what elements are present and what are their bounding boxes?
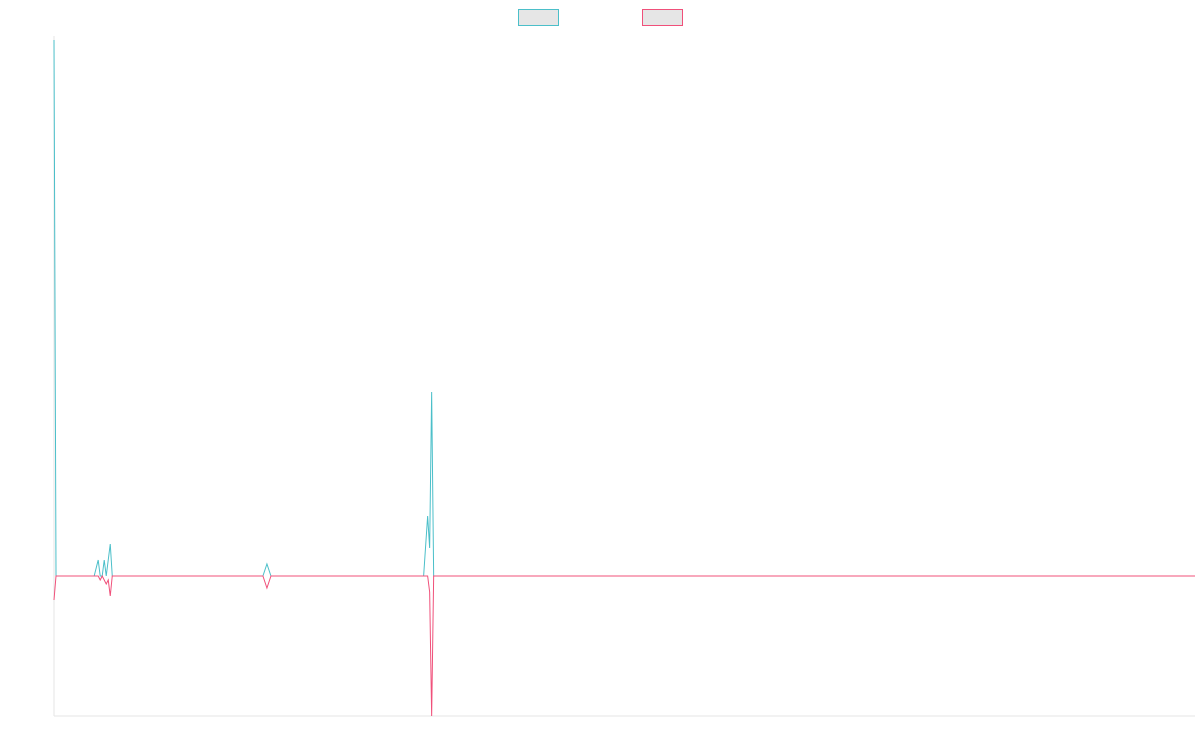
series-line-1 xyxy=(53,39,1195,577)
plot-area xyxy=(53,39,1195,717)
axes xyxy=(53,36,1195,717)
legend xyxy=(518,9,683,26)
legend-swatch-2[interactable] xyxy=(642,9,683,26)
legend-swatch-1[interactable] xyxy=(518,9,559,26)
series-line-2 xyxy=(53,574,1195,717)
